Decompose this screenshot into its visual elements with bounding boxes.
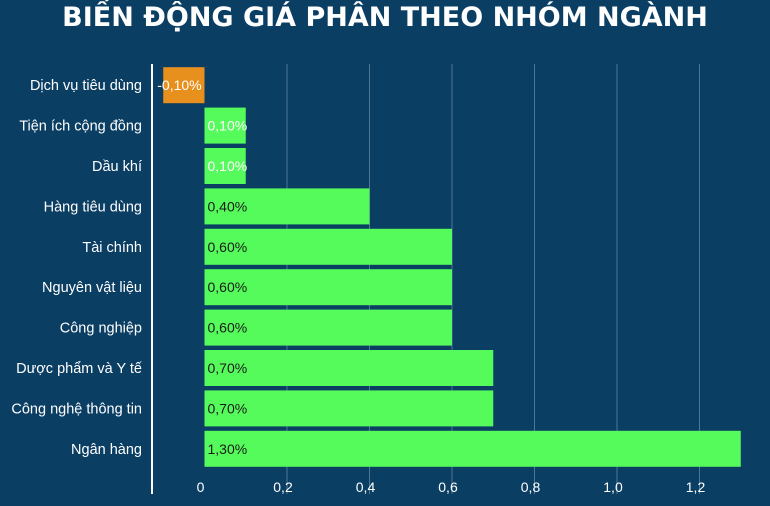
category-label: Ngân hàng bbox=[71, 442, 142, 458]
category-label: Tiện ích cộng đồng bbox=[19, 119, 142, 135]
x-tick-label: 0,4 bbox=[356, 479, 376, 495]
category-label: Công nghiệp bbox=[60, 321, 142, 337]
x-tick-label: 0 bbox=[197, 479, 205, 495]
x-tick-label: 1,0 bbox=[603, 479, 623, 495]
data-label: 0,70% bbox=[208, 400, 248, 416]
bar bbox=[204, 390, 494, 427]
category-label: Công nghệ thông tin bbox=[11, 401, 142, 417]
bar bbox=[204, 309, 452, 346]
data-label: 0,40% bbox=[208, 198, 248, 214]
bar bbox=[204, 430, 741, 467]
bar bbox=[204, 148, 246, 184]
data-label: 0,70% bbox=[208, 360, 248, 376]
bar bbox=[204, 269, 452, 306]
x-tick-label: 0,8 bbox=[521, 479, 541, 495]
category-label: Dầu khí bbox=[92, 159, 142, 175]
bar bbox=[204, 107, 246, 144]
data-label: -0,10% bbox=[157, 77, 201, 93]
chart-title: BIẾN ĐỘNG GIÁ PHÂN THEO NHÓM NGÀNH bbox=[62, 2, 708, 33]
bar bbox=[163, 67, 205, 104]
x-tick-label: 0,6 bbox=[438, 479, 458, 495]
bar bbox=[204, 188, 370, 225]
data-label: 0,60% bbox=[208, 320, 248, 336]
x-tick-label: 1,2 bbox=[686, 479, 706, 495]
data-label: 0,60% bbox=[208, 239, 248, 255]
data-label: 1,30% bbox=[208, 441, 248, 457]
category-label: Hàng tiêu dùng bbox=[44, 199, 142, 215]
data-label: 0,10% bbox=[208, 118, 248, 134]
bar bbox=[204, 228, 452, 265]
x-tick-label: 0,2 bbox=[273, 479, 293, 495]
category-label: Dược phẩm và Y tế bbox=[16, 361, 142, 377]
data-label: 0,10% bbox=[208, 158, 248, 174]
data-label: 0,60% bbox=[208, 279, 248, 295]
category-label: Nguyên vật liệu bbox=[42, 280, 142, 296]
category-label: Dịch vụ tiêu dùng bbox=[30, 78, 142, 94]
bar bbox=[204, 350, 494, 386]
category-label: Tài chính bbox=[82, 240, 142, 256]
